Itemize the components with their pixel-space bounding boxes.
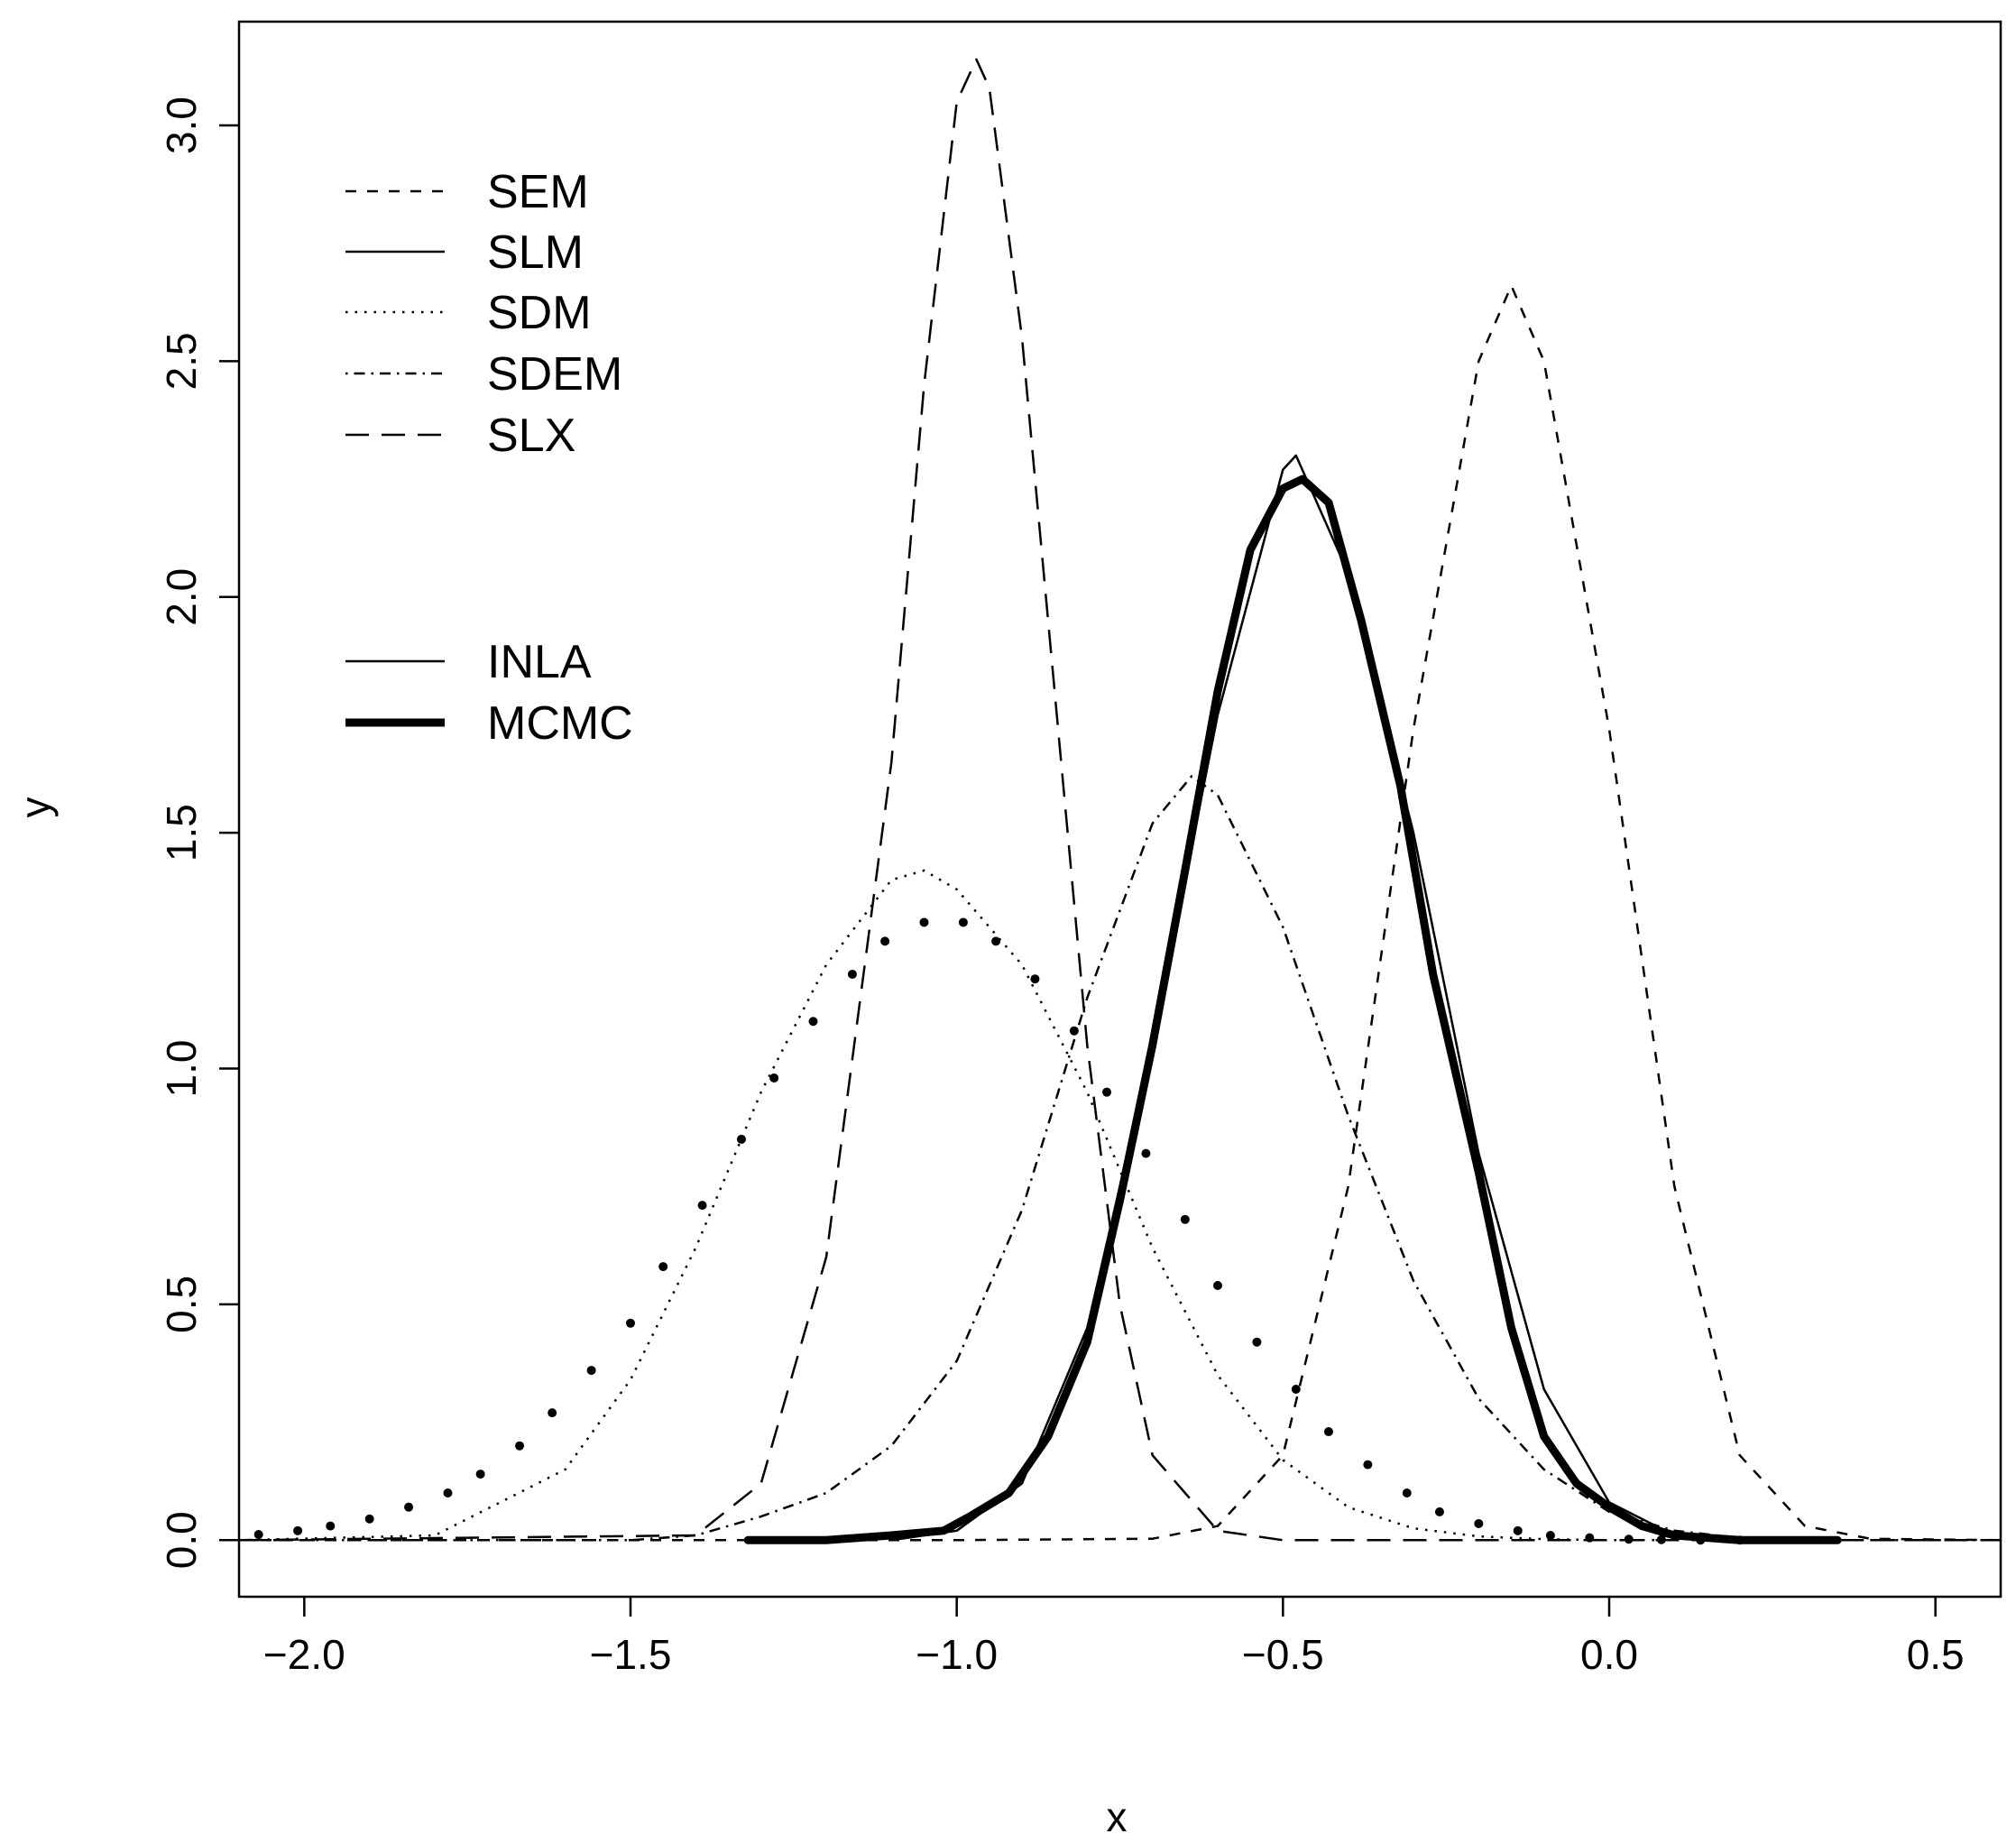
data-point: [1402, 1488, 1412, 1497]
data-point: [404, 1502, 414, 1512]
data-point: [1213, 1280, 1222, 1290]
data-point: [991, 936, 1001, 946]
plot-frame: [237, 20, 2002, 1599]
legend-label-slm: SLM: [487, 226, 584, 279]
data-point: [326, 1521, 336, 1531]
y-axis-title: y: [12, 797, 59, 818]
data-point: [769, 1073, 779, 1083]
data-point: [1513, 1525, 1523, 1535]
data-point: [364, 1514, 374, 1524]
y-tick-label: 1.5: [158, 804, 205, 862]
data-point: [736, 1134, 746, 1144]
y-tick-label: 3.0: [158, 97, 205, 154]
series-sdem-inla: [239, 775, 2001, 1542]
data-point: [1141, 1148, 1151, 1158]
legend-label-mcmc: MCMC: [487, 697, 633, 750]
data-point: [586, 1366, 596, 1376]
series-layer: [239, 58, 2001, 1545]
y-tick-label: 0.0: [158, 1511, 205, 1569]
series-sem-mcmc: [743, 475, 1842, 1544]
x-axis-title: x: [1107, 1793, 1128, 1840]
data-point: [1252, 1337, 1262, 1347]
legend-label-inla: INLA: [487, 636, 592, 688]
data-point: [253, 1529, 263, 1539]
data-point: [293, 1525, 303, 1535]
y-tick-label: 2.0: [158, 568, 205, 626]
legend-label-sem: SEM: [487, 166, 589, 218]
x-tick-label: −1.0: [916, 1631, 998, 1678]
data-point: [919, 917, 929, 927]
data-point: [1069, 1026, 1079, 1036]
data-point: [1030, 974, 1040, 984]
series-slm-inla: [891, 454, 1740, 1542]
series-slx-inla: [239, 58, 2001, 1542]
data-point: [1434, 1507, 1444, 1516]
data-point: [658, 1262, 668, 1272]
axes-layer: −2.0 −1.5 −1.0 −0.5 0.0 0.5 0.0 0.5 1.0 1.5 2.0 2.5…: [158, 20, 2002, 1678]
data-point: [1323, 1427, 1333, 1437]
data-point: [1102, 1087, 1112, 1097]
legend: SEM SLM SDM SDEM SLX INLA MCMC: [345, 166, 633, 750]
series-sem-inla: [239, 284, 2001, 1542]
data-point: [697, 1201, 707, 1211]
legend-label-slx: SLX: [487, 410, 575, 462]
data-point: [1545, 1531, 1555, 1541]
x-tick-label: −2.0: [263, 1631, 345, 1678]
legend-label-sdm: SDM: [487, 287, 592, 339]
data-point: [1180, 1214, 1190, 1224]
y-tick-label: 2.5: [158, 332, 205, 390]
data-point: [475, 1470, 485, 1479]
data-point: [847, 969, 857, 979]
data-point: [958, 917, 968, 927]
data-point: [626, 1318, 635, 1328]
y-tick-label: 1.0: [158, 1040, 205, 1098]
x-tick-label: 0.5: [1907, 1631, 1965, 1678]
x-tick-label: −0.5: [1242, 1631, 1324, 1678]
data-point: [548, 1408, 557, 1418]
data-point: [1363, 1460, 1373, 1470]
data-point: [443, 1488, 453, 1497]
y-tick-label: 0.5: [158, 1276, 205, 1333]
data-point: [515, 1441, 525, 1451]
data-point: [1291, 1384, 1301, 1394]
data-point: [880, 936, 890, 946]
x-tick-label: −1.5: [590, 1631, 672, 1678]
x-tick-label: 0.0: [1580, 1631, 1638, 1678]
series-sdm-mcmc: [253, 917, 1744, 1545]
legend-label-sdem: SDEM: [487, 348, 622, 401]
data-point: [1474, 1518, 1484, 1528]
data-point: [808, 1017, 818, 1027]
